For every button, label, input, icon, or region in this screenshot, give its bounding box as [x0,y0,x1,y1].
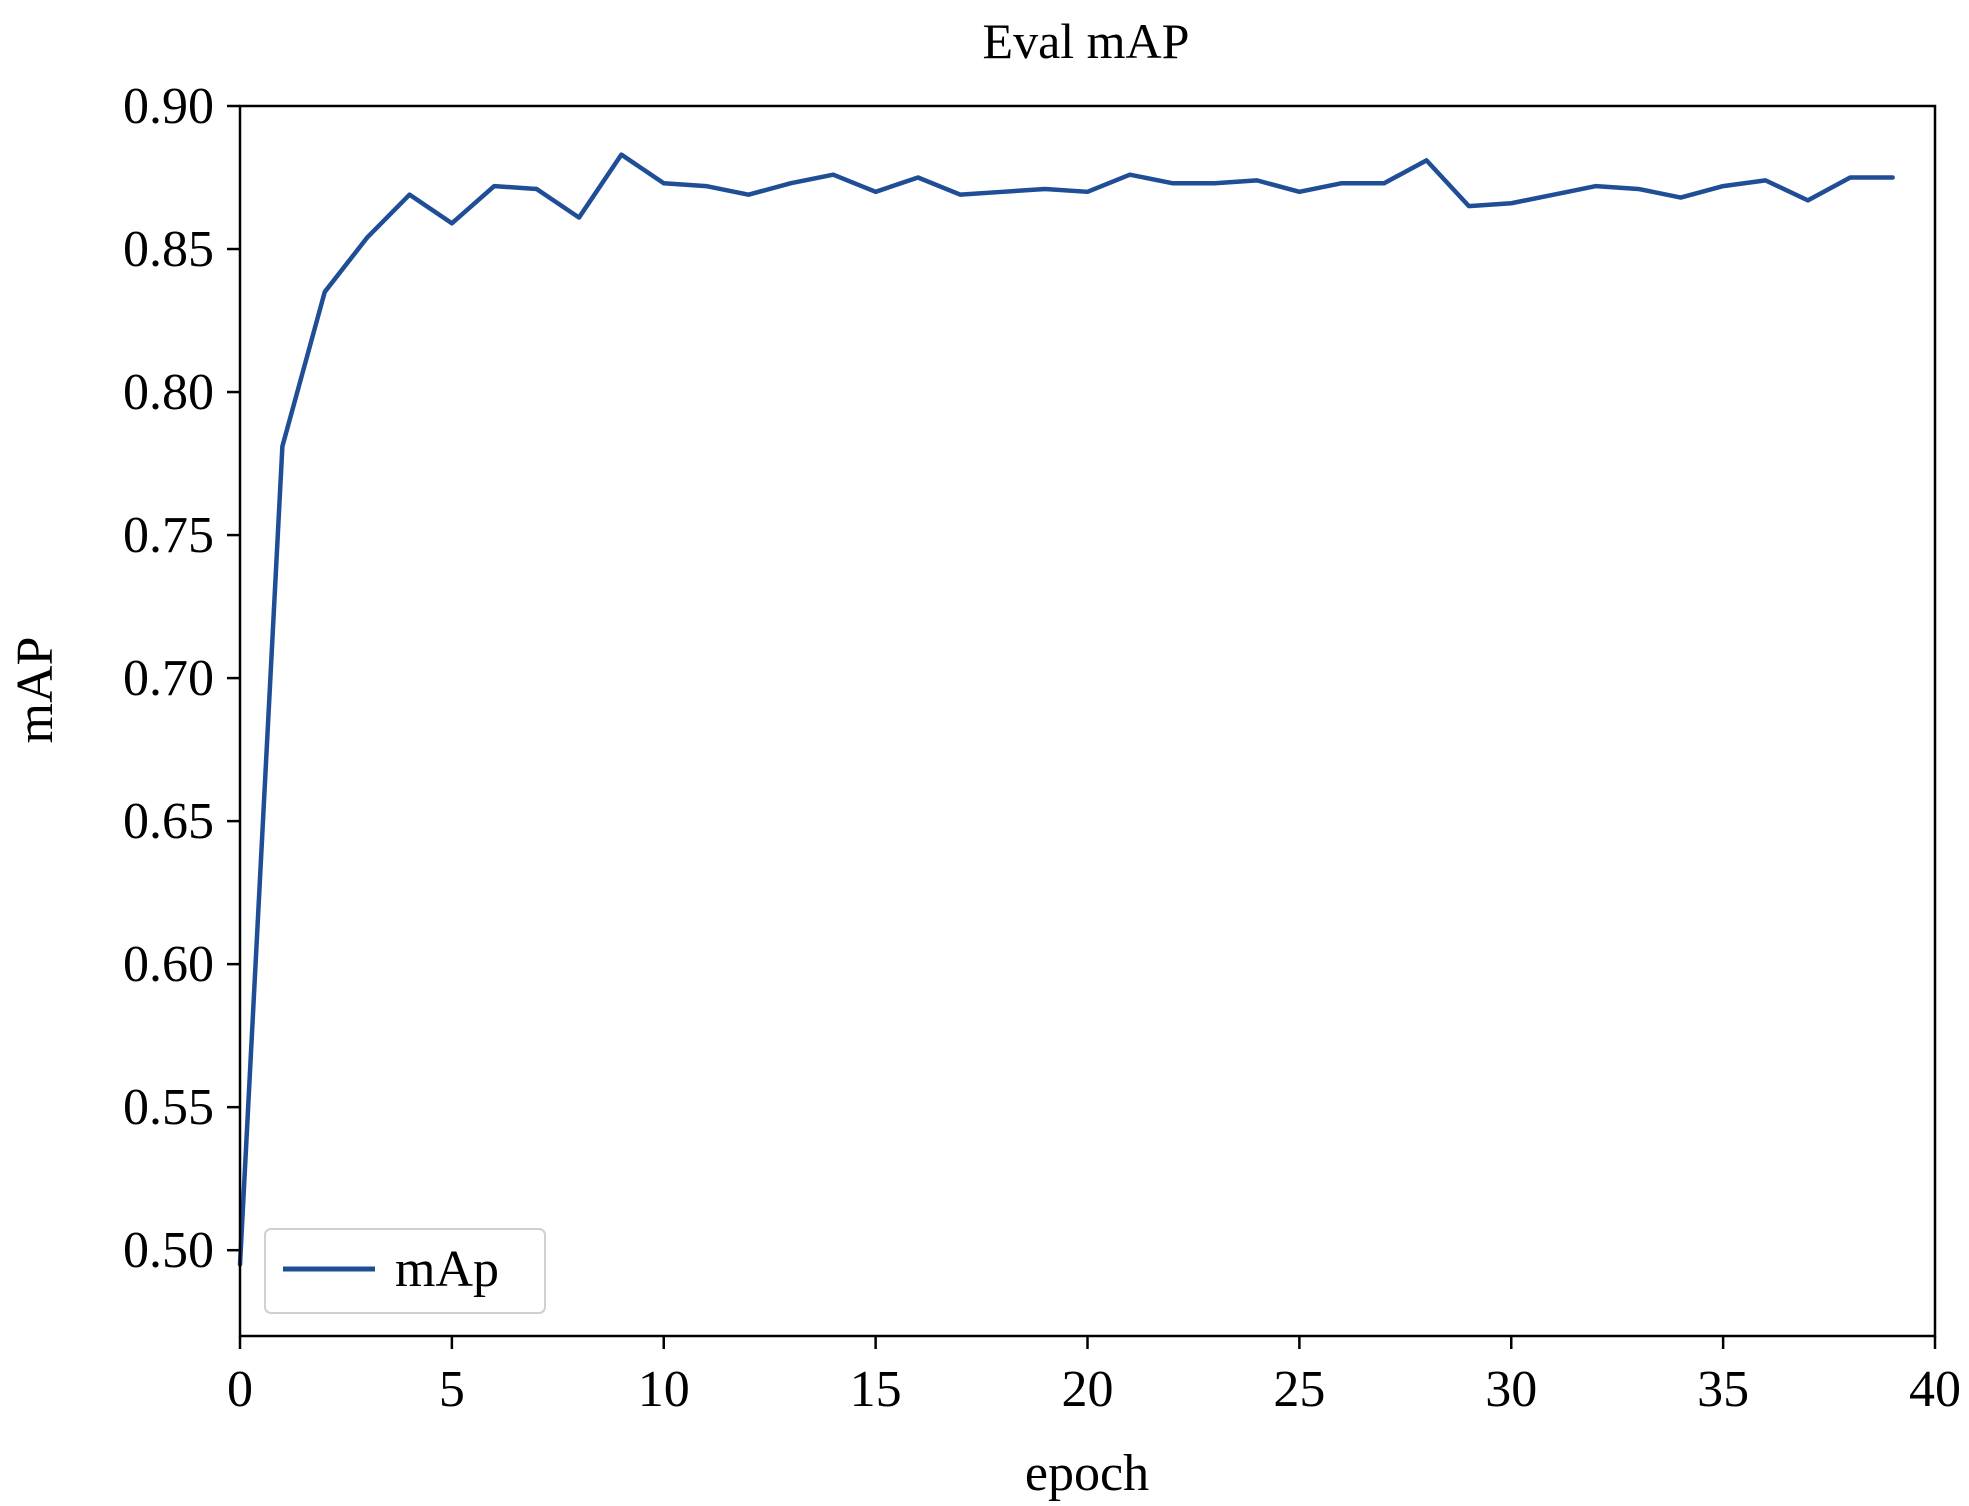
legend-box [264,1228,546,1314]
x-axis-label: epoch [1025,1445,1149,1502]
x-tick-label: 0 [227,1361,253,1418]
x-axis-ticks: 0 5 10 15 20 25 30 35 40 [227,1336,1961,1418]
x-tick-label: 35 [1697,1361,1749,1418]
x-tick-label: 10 [638,1361,690,1418]
y-tick-label: 0.70 [123,650,214,707]
chart-title: Eval mAP [983,13,1190,69]
series-line-mAp [237,152,1895,1267]
x-tick-label: 20 [1062,1361,1114,1418]
y-tick-label: 0.60 [123,936,214,993]
plot-frame [238,104,1937,1338]
y-tick-label: 0.50 [123,1222,214,1279]
y-tick-label: 0.75 [123,507,214,564]
y-tick-label: 0.90 [123,78,214,135]
y-axis-label: mAP [7,637,64,744]
legend-label-mAp: mAp [395,1241,499,1298]
x-tick-label: 30 [1485,1361,1537,1418]
y-tick-label: 0.65 [123,793,214,850]
y-tick-label: 0.85 [123,221,214,278]
x-tick-label: 40 [1909,1361,1961,1418]
y-tick-label: 0.80 [123,364,214,421]
x-tick-label: 5 [439,1361,465,1418]
series-group [237,152,1895,1267]
y-axis-ticks: 0.50 0.55 0.60 0.65 0.70 0.75 0.80 0.85 0.90 [123,78,240,1279]
x-tick-label: 15 [850,1361,902,1418]
x-tick-label: 25 [1273,1361,1325,1418]
legend: mAp [264,1228,546,1314]
y-tick-label: 0.55 [123,1079,214,1136]
